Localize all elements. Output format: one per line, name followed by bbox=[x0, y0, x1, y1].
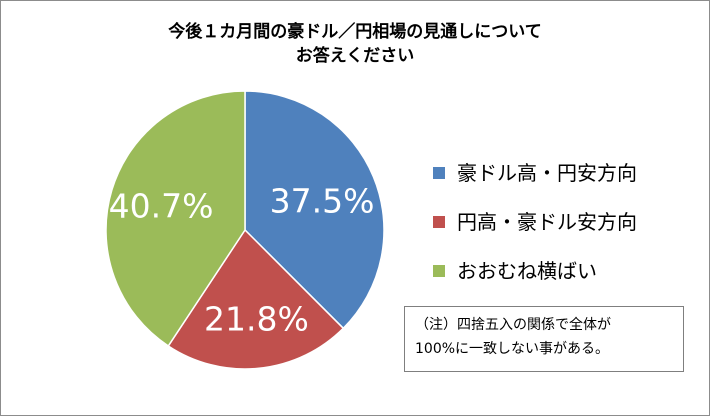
slice-label-2: 21.8% bbox=[204, 300, 309, 339]
chart-title-line-2: お答えください bbox=[295, 46, 415, 66]
footnote-line-1: （注）四捨五入の関係で全体が bbox=[415, 317, 611, 333]
legend-label-2: 円高・豪ドル安方向 bbox=[457, 210, 637, 234]
pie-slice-1 bbox=[244, 90, 385, 330]
legend-label-3: おおむね横ばい bbox=[457, 259, 597, 283]
slice-label-1: 37.5% bbox=[270, 182, 375, 221]
legend-swatch-2 bbox=[433, 216, 445, 228]
legend-label-1: 豪ドル高・円安方向 bbox=[457, 161, 637, 185]
chart-title: 今後１カ月間の豪ドル／円相場の見通しについて お答えください bbox=[0, 20, 710, 68]
chart-title-line-1: 今後１カ月間の豪ドル／円相場の見通しについて bbox=[168, 22, 542, 42]
legend-swatch-1 bbox=[433, 167, 445, 179]
footnote-line-2: 100%に一致しない事がある。 bbox=[415, 341, 610, 357]
pie-slice-3 bbox=[105, 90, 246, 347]
slice-label-3: 40.7% bbox=[109, 187, 214, 226]
pie-slice-2 bbox=[167, 228, 345, 370]
footnote-box: （注）四捨五入の関係で全体が 100%に一致しない事がある。 bbox=[404, 306, 684, 372]
legend-swatch-3 bbox=[433, 265, 445, 277]
